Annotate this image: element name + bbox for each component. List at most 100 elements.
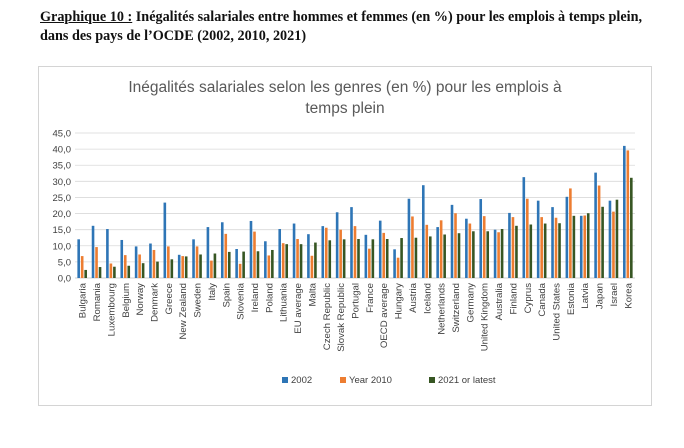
bar	[127, 265, 131, 278]
bar	[522, 177, 526, 278]
bar-chart: 0,0 5,0 10,0 15,0 20,0 25,0 30,0 35,0 40,0 45,0 Bu…	[53, 129, 635, 386]
bar	[482, 216, 486, 278]
chart-title-box: Inégalités salariales selon les genres (…	[39, 77, 651, 119]
bar	[421, 185, 425, 278]
bar	[454, 213, 457, 278]
bar	[95, 247, 98, 278]
x-tick-label: Australia	[494, 282, 505, 320]
legend-item: Year 2010	[340, 375, 392, 386]
bar	[134, 246, 138, 278]
bar	[353, 226, 357, 278]
bar	[583, 215, 587, 278]
bar	[450, 204, 454, 278]
bar	[98, 267, 102, 278]
bar	[335, 212, 339, 278]
document-heading: Graphique 10 : Inégalités salariales ent…	[40, 8, 660, 46]
x-tick-label: Slovak Republic	[336, 283, 347, 352]
x-tick-label: Italy	[207, 283, 218, 301]
bar	[350, 207, 353, 278]
bar	[256, 251, 260, 278]
bar	[292, 223, 296, 278]
x-tick-label: Netherlands	[437, 283, 448, 335]
bar	[508, 212, 511, 278]
bar	[84, 269, 87, 278]
legend-label: 2021 or latest	[438, 375, 496, 386]
bar	[156, 261, 159, 278]
bar	[569, 188, 572, 278]
bar	[235, 249, 238, 278]
bar	[213, 253, 217, 278]
legend-swatch	[282, 377, 288, 383]
x-tick-label: Israel	[609, 283, 620, 306]
bar	[626, 150, 630, 278]
bar	[227, 251, 231, 278]
bar	[149, 243, 152, 278]
bar	[195, 246, 199, 278]
y-tick-label: 0,0	[58, 274, 71, 285]
bar	[296, 239, 299, 278]
bar	[264, 241, 267, 278]
figure-caption: Inégalités salariales entre hommes et fe…	[40, 9, 643, 44]
bar	[396, 257, 400, 278]
x-tick-label: EU average	[293, 283, 304, 334]
bar	[267, 255, 271, 278]
bar	[210, 260, 213, 278]
bar	[497, 232, 500, 278]
bar	[608, 200, 612, 278]
x-tick-label: France	[365, 283, 376, 313]
bar	[249, 220, 253, 278]
chart-frame: Inégalités salariales selon les genres (…	[38, 66, 652, 406]
bar	[615, 199, 619, 278]
bar	[328, 240, 332, 278]
bar	[177, 254, 181, 278]
bar	[558, 223, 561, 278]
bar	[385, 239, 389, 278]
x-tick-label: Cyprus	[523, 283, 534, 314]
bar	[554, 217, 558, 278]
bar	[411, 216, 414, 278]
bar	[285, 244, 289, 278]
bar	[378, 220, 382, 278]
bar	[601, 206, 604, 278]
legend-item: 2002	[282, 375, 312, 386]
x-tick-label: Canada	[537, 282, 548, 316]
x-tick-label: Sweden	[193, 283, 204, 318]
bar	[414, 237, 418, 278]
bar	[80, 256, 84, 278]
bar	[515, 225, 518, 278]
bar	[439, 220, 443, 278]
bar	[342, 239, 346, 278]
bar	[184, 256, 188, 278]
y-tick-label: 30,0	[53, 177, 72, 188]
bar	[529, 224, 533, 278]
bar	[572, 215, 576, 278]
x-tick-label: Greece	[164, 283, 175, 314]
legend-label: 2002	[291, 375, 312, 386]
bar	[141, 263, 145, 278]
x-tick-label: Malta	[307, 282, 318, 306]
x-tick-label: Denmark	[149, 283, 160, 322]
bar	[371, 239, 375, 278]
y-tick-label: 10,0	[53, 241, 72, 252]
bar	[339, 229, 342, 278]
bar	[138, 254, 141, 278]
x-tick-label: Ireland	[250, 283, 261, 312]
chart-title: Inégalités salariales selon les genres (…	[128, 79, 562, 117]
x-tick-label: Romania	[92, 282, 103, 321]
bar	[551, 207, 554, 278]
x-tick-label: Hungary	[394, 283, 405, 319]
x-tick-label: Poland	[264, 283, 275, 313]
bar	[113, 266, 116, 278]
x-tick-label: Germany	[465, 283, 476, 323]
x-tick-label: Japan	[595, 283, 606, 309]
bar	[364, 234, 368, 278]
x-tick-label: Austria	[408, 282, 419, 313]
bar	[314, 242, 317, 278]
bar	[500, 229, 504, 278]
x-tick-label: Latvia	[580, 282, 591, 308]
bar	[224, 233, 228, 278]
bar	[181, 256, 184, 278]
bar	[407, 198, 411, 278]
bar	[163, 202, 167, 278]
bar	[220, 222, 224, 278]
